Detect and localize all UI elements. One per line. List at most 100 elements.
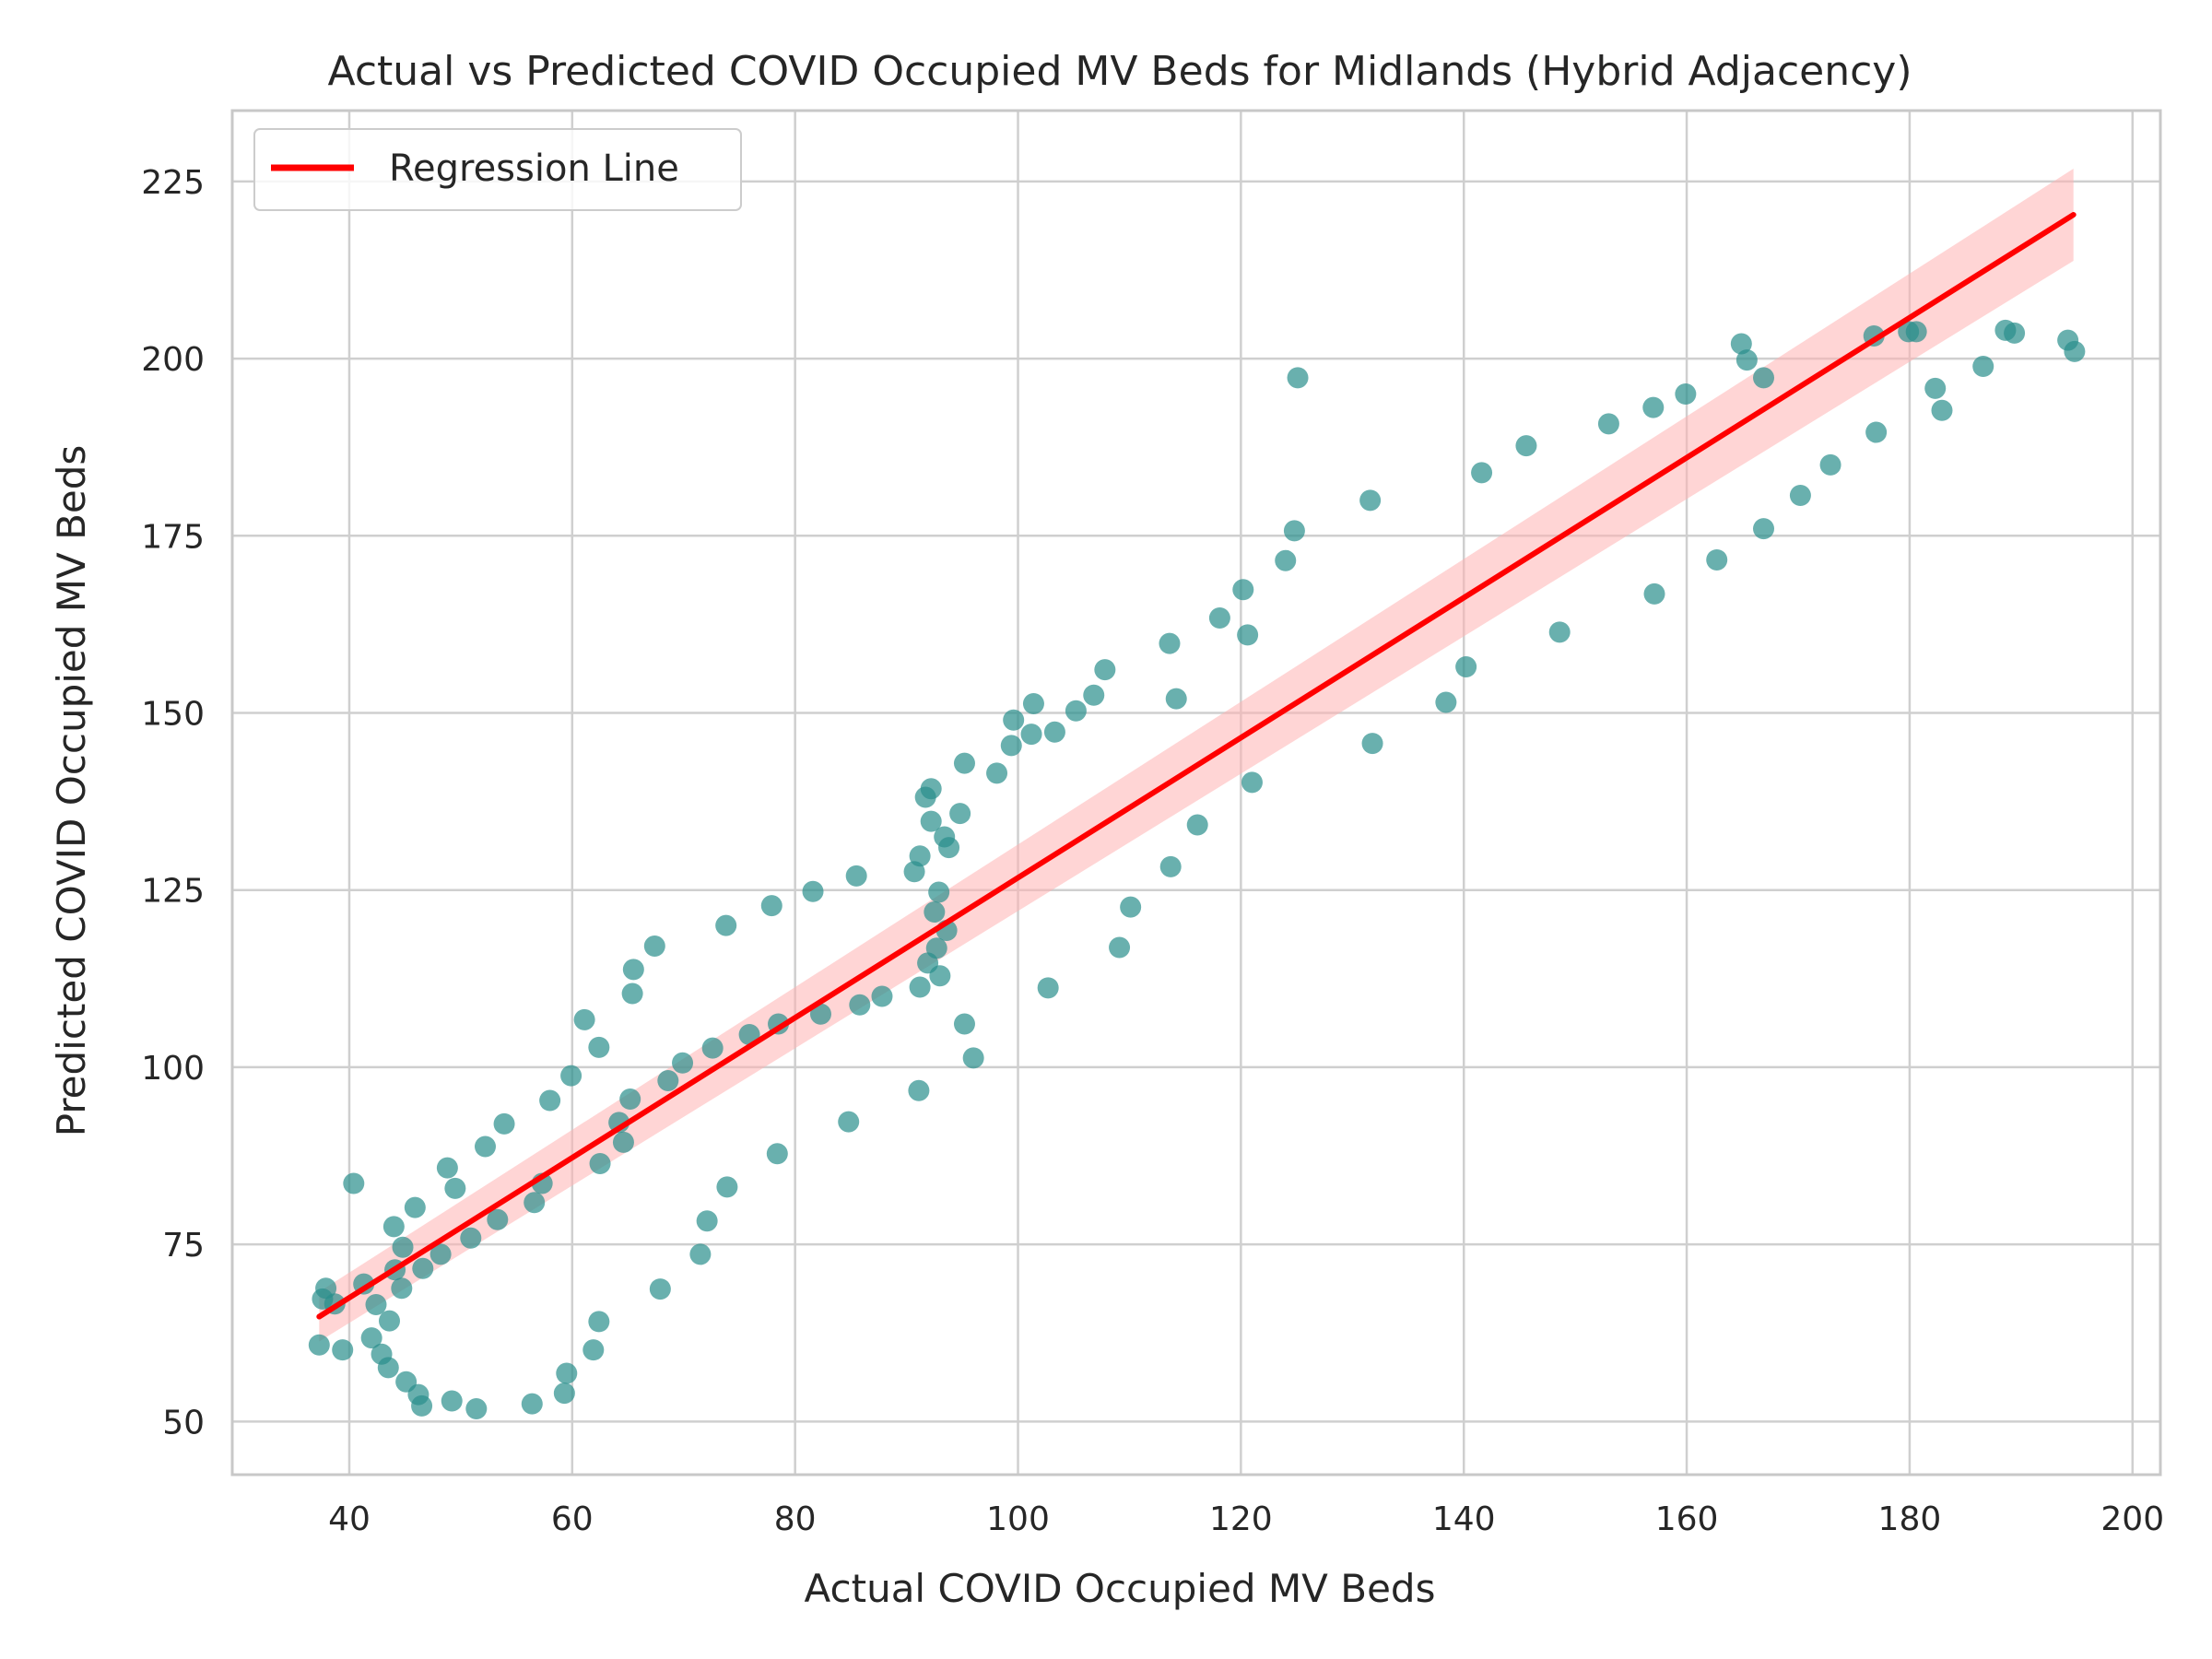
data-point <box>308 1334 330 1356</box>
data-point <box>1471 462 1493 484</box>
data-point <box>701 1037 724 1059</box>
data-point <box>539 1089 561 1112</box>
points-layer <box>308 319 2086 1419</box>
data-point <box>920 778 942 800</box>
y-tick-label: 100 <box>141 1050 205 1088</box>
data-point <box>412 1257 434 1279</box>
data-point <box>689 1243 712 1265</box>
data-point <box>909 845 931 867</box>
grid <box>232 111 2160 1475</box>
data-point <box>924 901 946 924</box>
data-point <box>760 895 782 917</box>
data-point <box>1120 896 1142 918</box>
data-point <box>649 1278 671 1300</box>
data-point <box>1730 333 1752 355</box>
data-point <box>553 1382 575 1405</box>
data-point <box>589 1152 611 1174</box>
data-point <box>928 881 950 903</box>
data-point <box>444 1177 466 1199</box>
data-point <box>1515 435 1537 457</box>
data-point <box>938 837 960 859</box>
data-point <box>1186 814 1208 836</box>
data-point <box>436 1157 458 1179</box>
confidence-band-layer <box>319 169 2074 1342</box>
data-point <box>1905 321 1927 343</box>
data-point <box>487 1208 509 1230</box>
x-tick-label: 140 <box>1432 1500 1496 1538</box>
data-point <box>622 959 644 981</box>
data-point <box>360 1327 382 1349</box>
data-point <box>1283 520 1305 542</box>
data-point <box>1232 579 1254 601</box>
data-point <box>953 1013 975 1035</box>
data-point <box>1020 724 1042 746</box>
data-point <box>460 1227 482 1249</box>
data-point <box>986 762 1008 784</box>
y-tick-label: 125 <box>141 873 205 911</box>
data-point <box>962 1047 984 1069</box>
data-point <box>493 1112 515 1135</box>
data-point <box>379 1310 401 1332</box>
data-point <box>1065 700 1087 722</box>
data-point <box>802 880 824 902</box>
legend-box <box>253 128 742 211</box>
data-point <box>908 1079 930 1101</box>
data-point <box>1642 396 1665 418</box>
data-point <box>465 1397 488 1419</box>
y-tick-label: 75 <box>162 1227 205 1265</box>
data-point <box>1208 606 1230 629</box>
data-point <box>1819 453 1841 476</box>
regression-line <box>316 212 2077 1320</box>
data-point <box>949 803 971 825</box>
data-point <box>404 1196 426 1218</box>
x-tick-label: 40 <box>328 1500 371 1538</box>
data-point <box>1083 684 1105 706</box>
x-axis-label: Actual COVID Occupied MV Beds <box>805 1566 1436 1611</box>
legend-label-regression: Regression Line <box>389 147 679 190</box>
data-point <box>2064 340 2086 362</box>
data-point <box>1972 356 1994 378</box>
data-point <box>1753 518 1775 540</box>
data-point <box>560 1065 582 1087</box>
data-point <box>715 914 737 936</box>
data-point <box>1643 582 1665 605</box>
data-point <box>1548 621 1571 643</box>
data-point <box>411 1394 433 1417</box>
data-point <box>588 1036 610 1058</box>
data-point <box>621 982 643 1005</box>
chart-title: Actual vs Predicted COVID Occupied MV Be… <box>328 48 1912 95</box>
data-point <box>429 1243 452 1265</box>
data-point <box>849 994 871 1016</box>
data-point <box>1241 771 1263 794</box>
data-point <box>382 1216 405 1238</box>
y-tick-label: 50 <box>162 1404 205 1441</box>
data-point <box>1043 721 1065 743</box>
data-point <box>1159 632 1181 654</box>
data-point <box>315 1277 337 1300</box>
x-tick-label: 120 <box>1209 1500 1273 1538</box>
data-point <box>392 1236 414 1258</box>
y-tick-label: 175 <box>141 518 205 556</box>
data-point <box>1275 549 1297 571</box>
data-point <box>766 1143 788 1165</box>
data-point <box>2004 322 2026 344</box>
x-tick-label: 200 <box>2100 1500 2164 1538</box>
data-point <box>588 1311 610 1333</box>
data-point <box>1455 656 1477 678</box>
data-point <box>1435 691 1457 713</box>
data-point <box>1735 349 1758 371</box>
data-point <box>1159 855 1182 877</box>
data-point <box>953 752 975 774</box>
data-point <box>1287 367 1309 389</box>
x-tick-label: 180 <box>1878 1500 1942 1538</box>
data-point <box>696 1210 718 1232</box>
data-point <box>332 1339 354 1361</box>
data-point <box>871 985 893 1007</box>
data-point <box>391 1277 413 1300</box>
data-point <box>441 1390 463 1412</box>
data-point <box>1022 693 1044 715</box>
y-tick-label: 225 <box>141 164 205 202</box>
data-point <box>920 810 942 832</box>
data-point <box>365 1293 387 1315</box>
data-point <box>909 976 931 998</box>
